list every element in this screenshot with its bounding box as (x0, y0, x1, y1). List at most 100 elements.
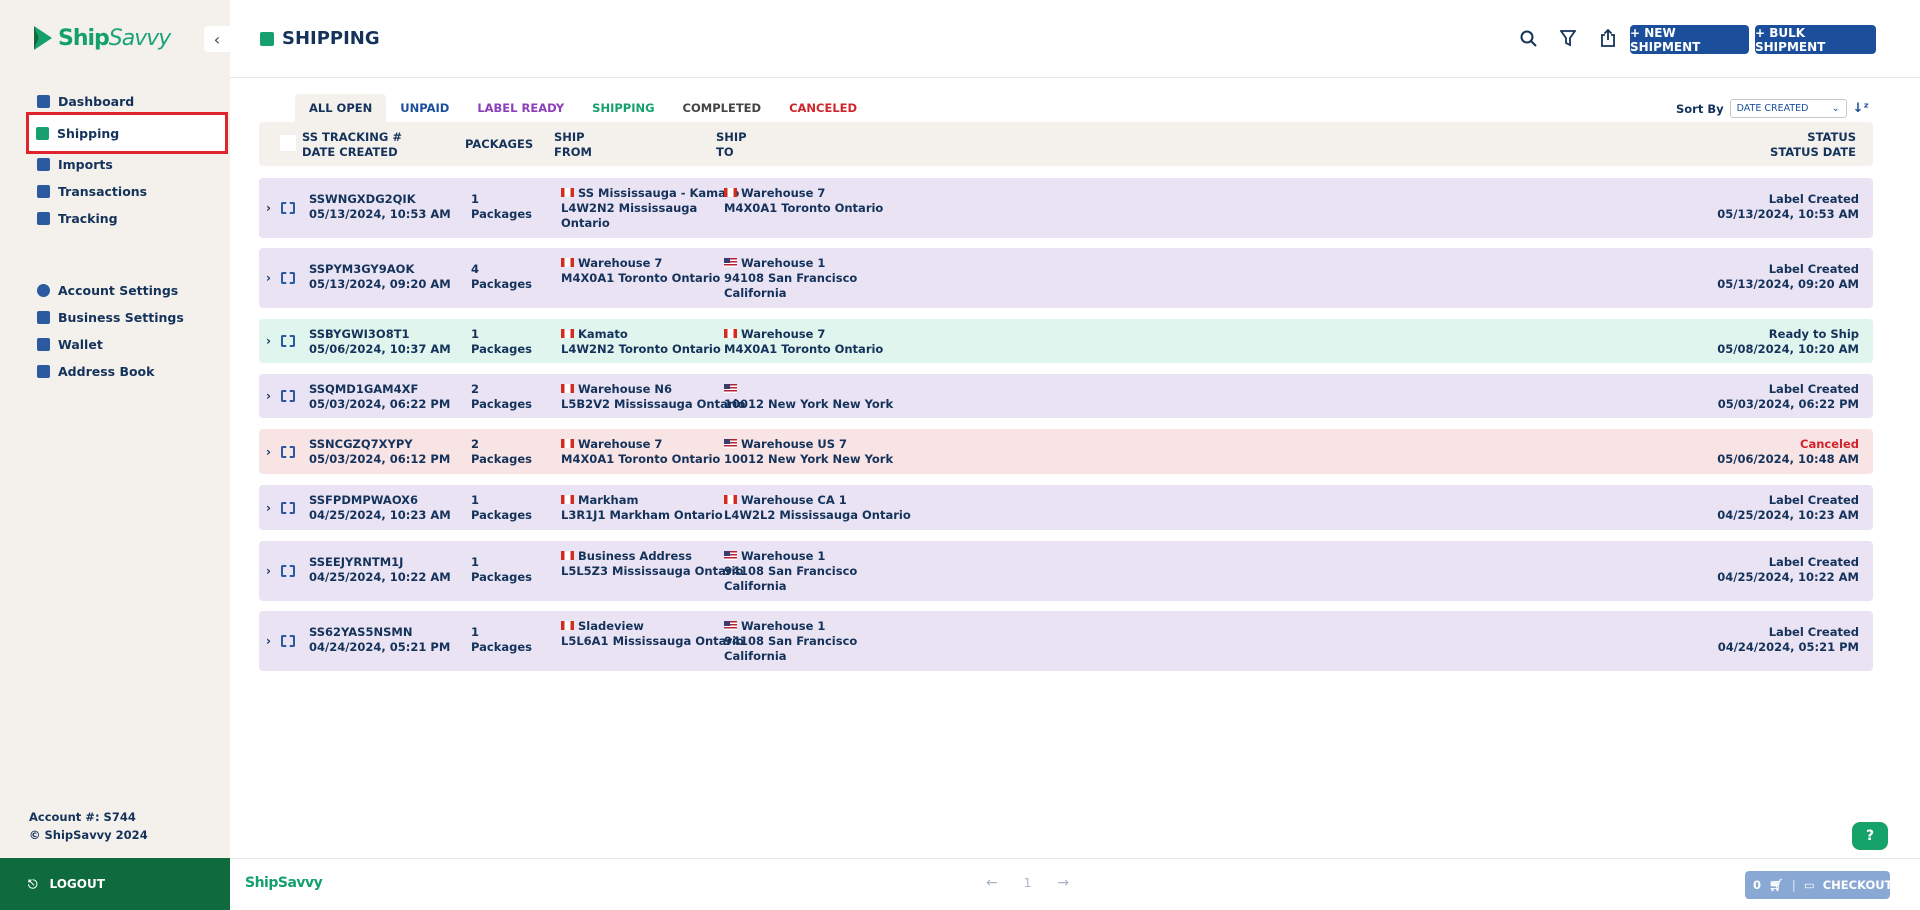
logout-button[interactable]: ⎋ LOGOUT (0, 858, 230, 910)
export-icon[interactable] (1598, 28, 1618, 48)
scan-barcode-icon[interactable] (281, 635, 295, 647)
next-page-icon[interactable]: → (1057, 875, 1070, 891)
tab-shipping[interactable]: SHIPPING (592, 101, 655, 115)
tracking-cell[interactable]: SSEEJYRNTM1J 04/25/2024, 10:22 AM (309, 555, 451, 585)
sidebar-item-shipping[interactable]: Shipping (26, 112, 228, 154)
packages-label: Packages (471, 277, 532, 291)
table-row[interactable]: › SSFPDMPWAOX6 04/25/2024, 10:23 AM 1 Packag… (259, 485, 1873, 530)
new-shipment-button[interactable]: + NEW SHIPMENT (1630, 25, 1749, 54)
ship-from-cell: Warehouse 7 M4X0A1 Toronto Ontario (561, 256, 720, 286)
flag-ca-icon (561, 439, 574, 448)
ship-from-cell: Business Address L5L5Z3 Mississauga Ontar… (561, 549, 743, 579)
expand-chevron-icon[interactable]: › (266, 389, 271, 403)
packages-label: Packages (471, 207, 532, 221)
document-icon (37, 212, 50, 225)
date-created: 04/24/2024, 05:21 PM (309, 640, 451, 654)
sort-control: Sort By DATE CREATED ⌄ ↓ᶻ (1676, 99, 1869, 118)
sidebar-item-tracking[interactable]: Tracking (30, 205, 226, 232)
from-name: Warehouse N6 (578, 382, 673, 396)
filter-icon[interactable] (1558, 28, 1578, 48)
business-user-icon (37, 311, 50, 324)
to-region: California (724, 286, 787, 300)
ship-to-cell: Warehouse US 7 10012 New York New York (724, 437, 893, 467)
sidebar-item-address-book[interactable]: Address Book (30, 358, 226, 385)
sidebar-item-account-settings[interactable]: Account Settings (30, 277, 226, 304)
table-row[interactable]: › SS62YAS5NSMN 04/24/2024, 05:21 PM 1 Packag… (259, 611, 1873, 671)
expand-chevron-icon[interactable]: › (266, 201, 271, 215)
date-created: 05/03/2024, 06:12 PM (309, 452, 451, 466)
from-address: L5B2V2 Mississauga Ontario (561, 397, 746, 411)
sidebar-item-wallet[interactable]: Wallet (30, 331, 226, 358)
tab-label-ready[interactable]: LABEL READY (477, 101, 565, 115)
expand-chevron-icon[interactable]: › (266, 501, 271, 515)
expand-chevron-icon[interactable]: › (266, 271, 271, 285)
sidebar-item-transactions[interactable]: Transactions (30, 178, 226, 205)
tracking-cell[interactable]: SS62YAS5NSMN 04/24/2024, 05:21 PM (309, 625, 450, 655)
table-row[interactable]: › SSEEJYRNTM1J 04/25/2024, 10:22 AM 1 Packag… (259, 541, 1873, 601)
pagination: ← 1 → (986, 875, 1069, 891)
sidebar-item-imports[interactable]: Imports (30, 151, 226, 178)
to-address: 94108 San Francisco (724, 271, 858, 285)
account-info: Account #: S744 © ShipSavvy 2024 (29, 808, 148, 844)
package-icon (260, 31, 274, 46)
tracking-cell[interactable]: SSFPDMPWAOX6 04/25/2024, 10:23 AM (309, 493, 451, 523)
sidebar-item-label: Tracking (58, 211, 118, 226)
tracking-cell[interactable]: SSNCGZQ7XYPY 05/03/2024, 06:12 PM (309, 437, 450, 467)
tab-unpaid[interactable]: UNPAID (400, 101, 450, 115)
flag-ca-icon (561, 188, 574, 197)
search-icon[interactable] (1518, 28, 1538, 48)
col-packages: PACKAGES (465, 137, 534, 151)
packages-label: Packages (471, 508, 532, 522)
tab-completed[interactable]: COMPLETED (682, 101, 762, 115)
sort-direction-icon[interactable]: ↓ᶻ (1852, 101, 1869, 116)
packages-cell: 2 Packages (471, 437, 532, 467)
tracking-cell[interactable]: SSPYM3GY9AOK 05/13/2024, 09:20 AM (309, 262, 451, 292)
to-address: M4X0A1 Toronto Ontario (724, 201, 884, 215)
sidebar-item-business-settings[interactable]: Business Settings (30, 304, 226, 331)
from-address: M4X0A1 Toronto Ontario (561, 452, 721, 466)
scan-barcode-icon[interactable] (281, 446, 295, 458)
from-name: Markham (578, 493, 639, 507)
to-region: California (724, 649, 787, 663)
to-address: 94108 San Francisco (724, 564, 858, 578)
sidebar-item-label: Business Settings (58, 310, 184, 325)
scan-barcode-icon[interactable] (281, 202, 295, 214)
chevron-down-icon: ⌄ (1831, 103, 1840, 114)
tracking-cell[interactable]: SSWNGXDG2QIK 05/13/2024, 10:53 AM (309, 192, 451, 222)
expand-chevron-icon[interactable]: › (266, 564, 271, 578)
scan-barcode-icon[interactable] (281, 272, 295, 284)
tracking-number: SSPYM3GY9AOK (309, 262, 415, 276)
checkout-button[interactable]: 0 🛒︎ | ▭ CHECKOUT (1745, 871, 1892, 899)
from-address: L5L6A1 Mississauga Ontario (561, 634, 744, 648)
from-name: Warehouse 7 (578, 256, 663, 270)
sidebar-item-dashboard[interactable]: Dashboard (30, 88, 226, 115)
header: SHIPPING + NEW SHIPMENT + BULK SHIPMENT (230, 0, 1920, 78)
current-page[interactable]: 1 (1023, 876, 1032, 890)
help-button[interactable]: ? (1852, 822, 1888, 850)
expand-chevron-icon[interactable]: › (266, 634, 271, 648)
tab-canceled[interactable]: CANCELED (789, 101, 858, 115)
tracking-cell[interactable]: SSQMD1GAM4XF 05/03/2024, 06:22 PM (309, 382, 450, 412)
cart-icon: 🛒︎ (1769, 878, 1784, 892)
table-row[interactable]: › SSBYGWI3O8T1 05/06/2024, 10:37 AM 1 Packag… (259, 319, 1873, 363)
scan-barcode-icon[interactable] (281, 390, 295, 402)
tracking-cell[interactable]: SSBYGWI3O8T1 05/06/2024, 10:37 AM (309, 327, 451, 357)
table-row[interactable]: › SSPYM3GY9AOK 05/13/2024, 09:20 AM 4 Packag… (259, 248, 1873, 308)
scan-barcode-icon[interactable] (281, 335, 295, 347)
bulk-shipment-button[interactable]: + BULK SHIPMENT (1755, 25, 1876, 54)
table-row[interactable]: › SSWNGXDG2QIK 05/13/2024, 10:53 AM 1 Packag… (259, 178, 1873, 238)
col-status: STATUS STATUS DATE (1770, 130, 1856, 159)
prev-page-icon[interactable]: ← (986, 875, 998, 891)
status-badge: Label Created (1768, 555, 1859, 569)
shipsavvy-logo[interactable]: ShipSavvy (32, 24, 171, 52)
table-row[interactable]: › SSNCGZQ7XYPY 05/03/2024, 06:12 PM 2 Packag… (259, 429, 1873, 474)
expand-chevron-icon[interactable]: › (266, 334, 271, 348)
scan-barcode-icon[interactable] (281, 565, 295, 577)
select-all-checkbox[interactable] (280, 135, 296, 151)
tab-all-open[interactable]: ALL OPEN (295, 94, 387, 122)
table-row[interactable]: › SSQMD1GAM4XF 05/03/2024, 06:22 PM 2 Packag… (259, 374, 1873, 418)
collapse-sidebar-button[interactable]: ‹ (204, 26, 230, 52)
scan-barcode-icon[interactable] (281, 502, 295, 514)
sort-select[interactable]: DATE CREATED ⌄ (1729, 99, 1847, 118)
expand-chevron-icon[interactable]: › (266, 445, 271, 459)
